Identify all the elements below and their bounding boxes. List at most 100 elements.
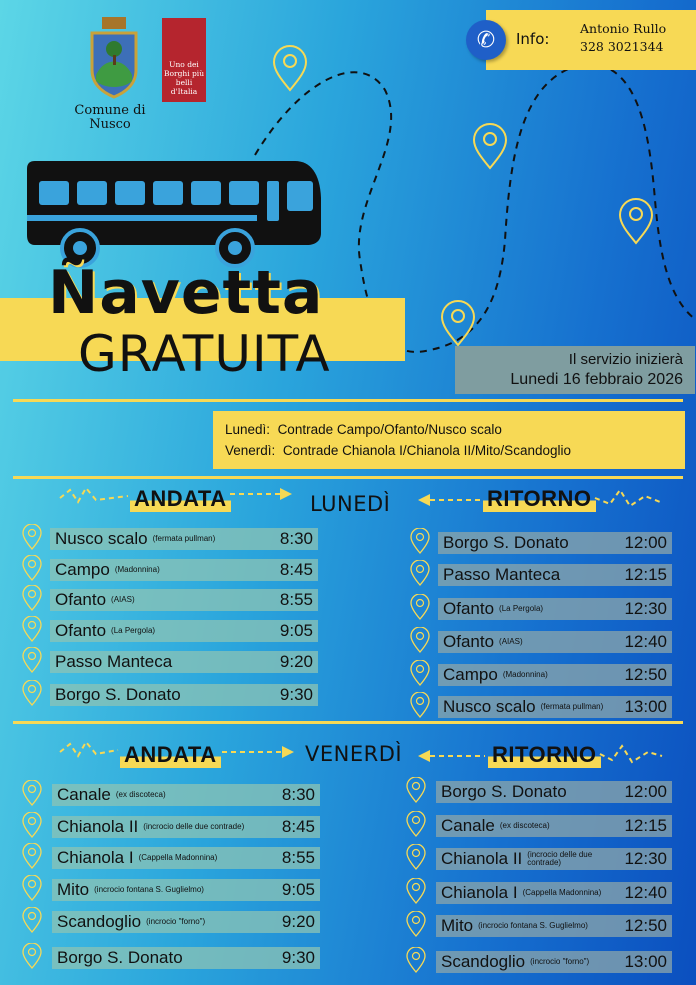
stop-time: 12:50 (624, 916, 667, 935)
stop-row: Passo Manteca 12:15 (438, 564, 672, 586)
location-pin-icon (22, 647, 42, 673)
stop-time: 13:00 (624, 697, 667, 716)
stop-row: Borgo S. Donato 9:30 (50, 684, 318, 706)
stop-time: 12:30 (624, 849, 667, 868)
service-start-box: Il servizio inizierà Lunedi 16 febbraio … (455, 346, 695, 394)
contact-phone[interactable]: 328 3021344 (580, 39, 664, 54)
location-pin-icon (22, 616, 42, 642)
stop-row: Canale (ex discoteca) 8:30 (52, 784, 320, 806)
stop-name: Canale (57, 785, 111, 804)
stop-time: 9:30 (279, 685, 313, 704)
stop-row: Nusco scalo (fermata pullman) 8:30 (50, 528, 318, 550)
stop-row: Chianola II (incrocio delle due contrade)… (52, 816, 320, 838)
location-pin-icon (22, 843, 42, 869)
stop-name: Ofanto (443, 599, 495, 618)
stop-row: Chianola I (Cappella Madonnina) 8:55 (52, 847, 320, 869)
coat-of-arms-logo (90, 17, 138, 99)
stop-note: (ex discoteca) (499, 821, 550, 830)
stop-row: Mito (incrocio fontana S. Guglielmo) 12:50 (436, 915, 672, 937)
borghi-logo-text: Uno dei Borghi più belli d'Italia (163, 60, 205, 96)
stop-name: Ofanto (443, 632, 495, 651)
friday-day-label: VENERDÌ (305, 742, 403, 766)
stop-time: 8:45 (281, 817, 315, 836)
stop-row: Chianola I (Cappella Madonnina) 12:40 (436, 882, 672, 904)
friday-return-header: RITORNO (488, 742, 601, 768)
stop-name: Chianola II (441, 849, 523, 868)
stop-note: (incrocio fontana S. Guglielmo) (94, 885, 204, 894)
bus-icon (27, 161, 321, 268)
route-decoration (254, 45, 696, 353)
stop-time: 8:55 (281, 848, 315, 867)
info-box: Info: Antonio Rullo 328 3021344 (486, 10, 696, 70)
stop-time: 9:05 (279, 621, 313, 640)
stop-row: Scandoglio (incrocio "forno") 9:20 (52, 911, 320, 933)
stop-row: Mito (incrocio fontana S. Guglielmo) 9:05 (52, 879, 320, 901)
stop-name: Ofanto (55, 590, 107, 609)
stop-row: Canale (ex discoteca) 12:15 (436, 815, 672, 837)
stop-time: 12:00 (624, 782, 667, 801)
stop-note: (incrocio "forno") (530, 957, 590, 966)
monday-return-header: RITORNO (483, 486, 596, 512)
stop-row: Scandoglio (incrocio "forno") 13:00 (436, 951, 672, 973)
stop-time: 12:30 (624, 599, 667, 618)
stop-name: Chianola I (57, 848, 134, 867)
location-pin-icon (406, 777, 426, 803)
stop-time: 9:20 (279, 652, 313, 671)
stop-time: 9:30 (281, 948, 315, 967)
location-pin-icon (410, 528, 430, 554)
municipality-name: Comune di Nusco (74, 103, 146, 132)
stop-name: Borgo S. Donato (57, 948, 183, 967)
stop-note: (AIAS) (111, 595, 135, 604)
stop-note: (ex discoteca) (115, 790, 166, 799)
location-pin-icon (406, 811, 426, 837)
title-line2: GRATUITA (78, 325, 331, 383)
stop-time: 9:05 (281, 880, 315, 899)
stop-row: Campo (Madonnina) 8:45 (50, 559, 318, 581)
stop-time: 12:00 (624, 533, 667, 552)
stop-row: Borgo S. Donato 9:30 (52, 947, 320, 969)
divider (13, 721, 683, 724)
stop-note: (incrocio fontana S. Guglielmo) (478, 921, 588, 930)
stop-row: Borgo S. Donato 12:00 (436, 781, 672, 803)
stop-row: Ofanto (La Pergola) 12:30 (438, 598, 672, 620)
service-day-friday: Venerdì: Contrade Chianola I/Chianola II… (225, 443, 571, 458)
stop-note: (incrocio delle due contrade) (527, 850, 593, 867)
stop-row: Nusco scalo (fermata pullman) 13:00 (438, 696, 672, 718)
borghi-logo: Uno dei Borghi più belli d'Italia (162, 18, 206, 102)
location-pin-icon (22, 875, 42, 901)
service-day-monday: Lunedì: Contrade Campo/Ofanto/Nusco scal… (225, 422, 502, 437)
stop-name: Scandoglio (57, 912, 142, 931)
title-line1: Ñavetta (48, 258, 324, 328)
stop-time: 8:45 (279, 560, 313, 579)
location-pin-icon (410, 560, 430, 586)
stop-name: Chianola II (57, 817, 139, 836)
stop-row: Chianola II (incrocio delle due contrade)… (436, 848, 672, 870)
stop-note: (Madonnina) (502, 670, 548, 679)
service-start-line1: Il servizio inizierà (568, 351, 683, 368)
location-pin-icon (22, 585, 42, 611)
location-pin-icon (22, 555, 42, 581)
location-pin-icon (410, 594, 430, 620)
stop-time: 12:50 (624, 665, 667, 684)
stop-name: Chianola I (441, 883, 518, 902)
phone-icon: ✆ (466, 20, 506, 60)
stop-row: Passo Manteca 9:20 (50, 651, 318, 673)
location-pin-icon (22, 780, 42, 806)
location-pin-icon (22, 907, 42, 933)
monday-day-label: LUNEDÌ (310, 492, 391, 516)
friday-outbound-header: ANDATA (120, 742, 221, 768)
stop-name: Campo (443, 665, 498, 684)
stop-note: (fermata pullman) (152, 534, 216, 543)
stop-time: 9:20 (281, 912, 315, 931)
stop-note: (Cappella Madonnina) (522, 888, 602, 897)
stop-time: 12:40 (624, 883, 667, 902)
info-label: Info: (516, 30, 550, 48)
service-days-box: Lunedì: Contrade Campo/Ofanto/Nusco scal… (213, 411, 685, 469)
stop-note: (incrocio delle due contrade) (143, 822, 245, 831)
stop-name: Campo (55, 560, 110, 579)
stop-row: Ofanto (AIAS) 12:40 (438, 631, 672, 653)
stop-name: Nusco scalo (55, 529, 148, 548)
stop-name: Borgo S. Donato (441, 782, 567, 801)
stop-time: 8:30 (279, 529, 313, 548)
service-start-date: Lunedi 16 febbraio 2026 (510, 371, 683, 388)
